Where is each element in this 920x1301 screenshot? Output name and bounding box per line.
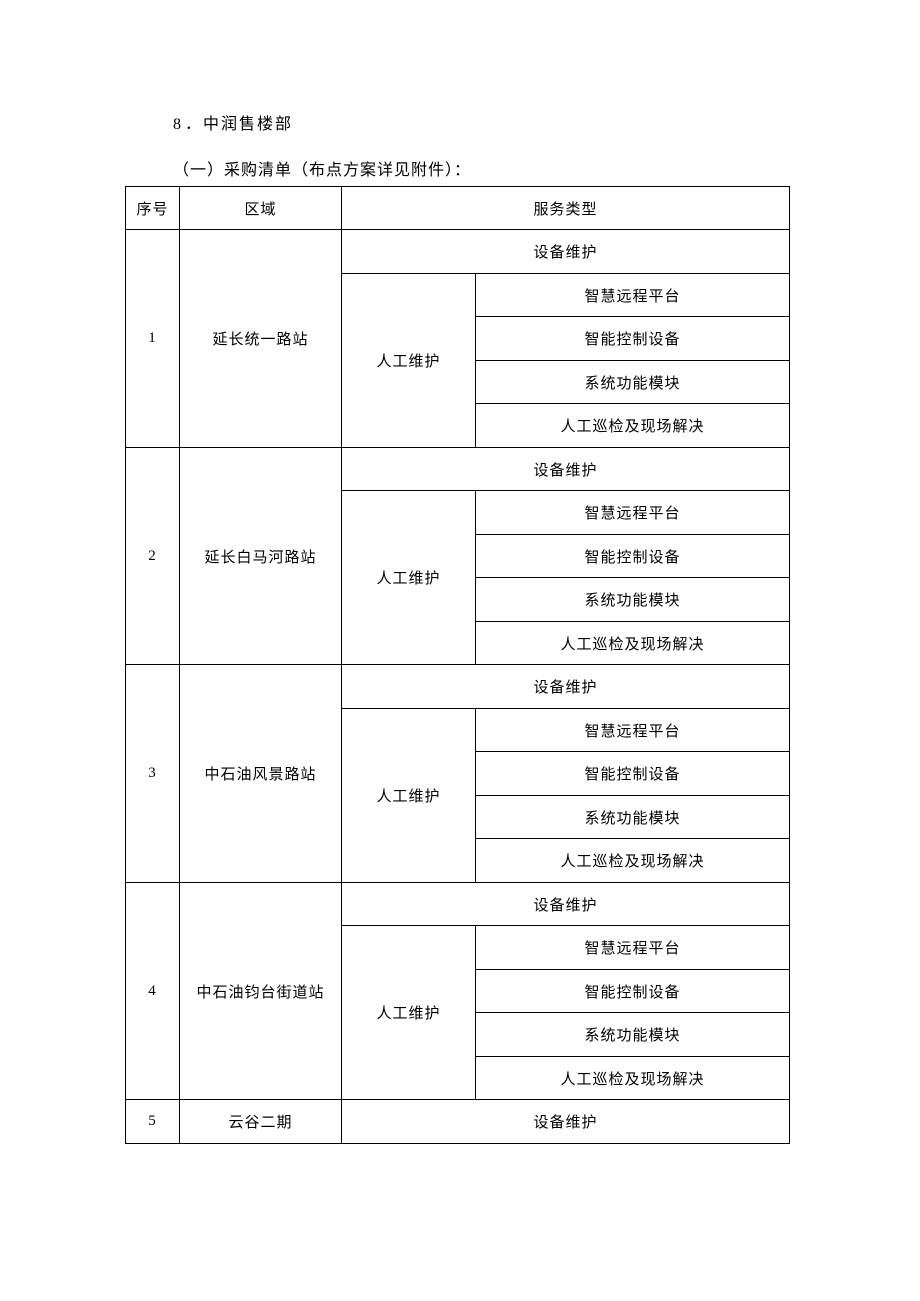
table-row: 4 中石油钧台街道站 设备维护	[126, 883, 790, 926]
cell-manual: 人工维护	[342, 709, 476, 883]
col-service-type: 服务类型	[342, 187, 790, 230]
cell-area: 中石油钧台街道站	[180, 883, 342, 1100]
cell-sub: 人工巡检及现场解决	[476, 839, 790, 883]
cell-sub: 人工巡检及现场解决	[476, 404, 790, 448]
cell-sub: 人工巡检及现场解决	[476, 622, 790, 665]
cell-equipment: 设备维护	[342, 665, 790, 709]
cell-seq: 1	[126, 230, 180, 448]
cell-sub: 智慧远程平台	[476, 709, 790, 752]
procurement-table: 序号 区域 服务类型 1 延长统一路站 设备维护 人工维护 智慧远程平台 智能控…	[125, 186, 790, 1144]
cell-area: 延长统一路站	[180, 230, 342, 448]
cell-equipment: 设备维护	[342, 230, 790, 274]
cell-sub: 智能控制设备	[476, 752, 790, 796]
cell-sub: 智慧远程平台	[476, 491, 790, 535]
heading-text: 中润售楼部	[203, 116, 293, 133]
cell-area: 中石油风景路站	[180, 665, 342, 883]
cell-seq: 2	[126, 448, 180, 665]
cell-sub: 智能控制设备	[476, 535, 790, 578]
cell-sub: 智能控制设备	[476, 317, 790, 361]
table-row: 3 中石油风景路站 设备维护	[126, 665, 790, 709]
cell-area: 延长白马河路站	[180, 448, 342, 665]
table-row: 2 延长白马河路站 设备维护	[126, 448, 790, 491]
cell-manual: 人工维护	[342, 926, 476, 1100]
cell-equipment: 设备维护	[342, 1100, 790, 1144]
cell-equipment: 设备维护	[342, 448, 790, 491]
cell-sub: 系统功能模块	[476, 578, 790, 622]
section-subtitle: （一）采购清单（布点方案详见附件）：	[125, 156, 795, 180]
cell-manual: 人工维护	[342, 274, 476, 448]
heading-sep: ．	[185, 116, 203, 133]
col-area: 区域	[180, 187, 342, 230]
cell-sub: 系统功能模块	[476, 796, 790, 839]
cell-sub: 智慧远程平台	[476, 926, 790, 970]
cell-seq: 4	[126, 883, 180, 1100]
cell-sub: 系统功能模块	[476, 361, 790, 404]
table-header-row: 序号 区域 服务类型	[126, 187, 790, 230]
cell-sub: 智慧远程平台	[476, 274, 790, 317]
col-seq: 序号	[126, 187, 180, 230]
cell-area: 云谷二期	[180, 1100, 342, 1144]
cell-equipment: 设备维护	[342, 883, 790, 926]
section-heading: 8．中润售楼部	[125, 110, 795, 134]
cell-seq: 5	[126, 1100, 180, 1144]
cell-sub: 智能控制设备	[476, 970, 790, 1013]
cell-seq: 3	[126, 665, 180, 883]
cell-sub: 系统功能模块	[476, 1013, 790, 1057]
table-row: 5 云谷二期 设备维护	[126, 1100, 790, 1144]
cell-sub: 人工巡检及现场解决	[476, 1057, 790, 1100]
cell-manual: 人工维护	[342, 491, 476, 665]
table-row: 1 延长统一路站 设备维护	[126, 230, 790, 274]
heading-number: 8	[173, 116, 185, 133]
